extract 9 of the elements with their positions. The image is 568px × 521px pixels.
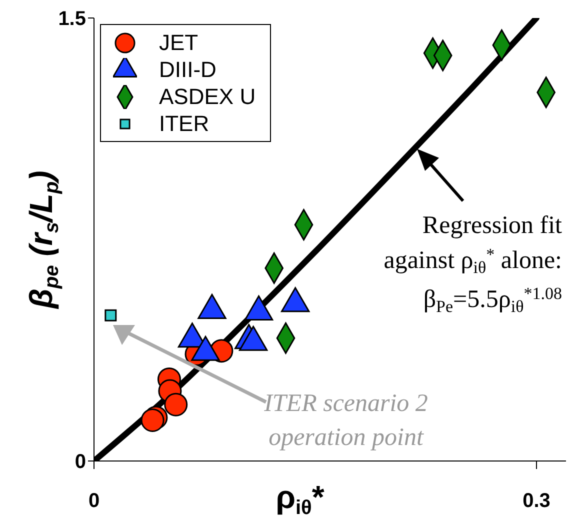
- legend-label: DIII-D: [159, 56, 216, 83]
- x-axis-title: ρ$_{iθ}$*: [276, 479, 325, 519]
- legend-label: JET: [159, 29, 198, 56]
- annotation: Regression fit against ρ$_{iθ}$$^{*}$ alone:: [384, 212, 562, 277]
- legend-label: ITER: [159, 110, 210, 137]
- annotation: ITER scenario 2 operation point: [263, 390, 428, 451]
- legend-label: ASDEX U: [159, 83, 256, 110]
- y-tick-label: 1.5: [58, 8, 86, 30]
- x-tick-label: 0.3: [522, 490, 550, 512]
